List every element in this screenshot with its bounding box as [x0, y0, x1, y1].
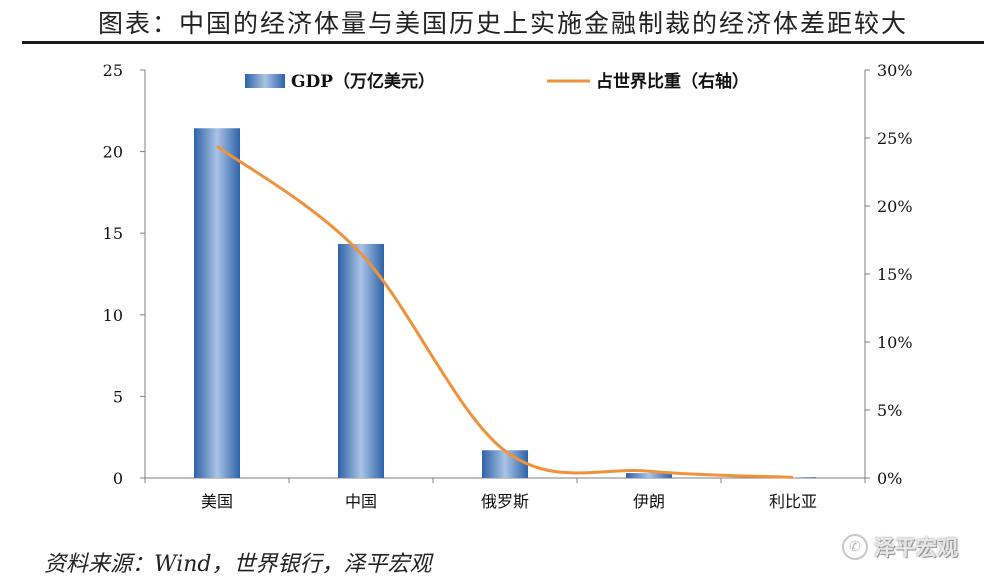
left-tick-label: 15 — [103, 224, 123, 243]
bar-series — [194, 128, 816, 478]
gdp-bar — [482, 450, 528, 478]
x-tick-label: 俄罗斯 — [481, 492, 529, 511]
legend-label-gdp: GDP（万亿美元） — [291, 71, 435, 92]
legend-swatch-bar — [245, 74, 285, 88]
gdp-chart: 0 5 10 15 20 25 0% 5% 10% 15% 20% 25% 30% 美国 中国 俄罗斯 伊朗 利比… — [103, 61, 913, 511]
x-tick-label: 利比亚 — [769, 492, 817, 511]
tick-labels: 0 5 10 15 20 25 0% 5% 10% 15% 20% 25% 30% 美国 中国 俄罗斯 伊朗 利比… — [103, 61, 913, 511]
left-tick-label: 5 — [113, 387, 123, 406]
gdp-bar — [770, 477, 816, 478]
x-tick-label: 伊朗 — [633, 492, 665, 511]
wechat-icon: ✆ — [842, 534, 868, 560]
left-tick-label: 25 — [103, 61, 123, 80]
left-tick-label: 10 — [103, 306, 123, 325]
x-tick-label: 中国 — [345, 492, 377, 511]
chart-legend: GDP（万亿美元） 占世界比重（右轴） — [245, 71, 749, 92]
gdp-bar — [626, 473, 672, 478]
chart-axes — [140, 69, 870, 483]
title-divider — [22, 41, 984, 44]
gdp-bar — [194, 128, 240, 478]
right-tick-label: 20% — [877, 197, 913, 216]
watermark: ✆ 泽平宏观 — [842, 532, 958, 562]
world-share-line — [216, 144, 794, 479]
right-tick-label: 25% — [877, 129, 913, 148]
left-tick-label: 20 — [103, 143, 123, 162]
x-tick-label: 美国 — [201, 492, 233, 511]
right-tick-label: 15% — [877, 265, 913, 284]
watermark-text: 泽平宏观 — [874, 536, 958, 560]
right-tick-label: 0% — [877, 469, 902, 488]
right-tick-label: 30% — [877, 61, 913, 80]
gdp-bar — [338, 243, 384, 478]
line-series — [216, 144, 794, 479]
left-tick-label: 0 — [113, 469, 123, 488]
right-tick-label: 10% — [877, 333, 913, 352]
page-title: 图表：中国的经济体量与美国历史上实施金融制裁的经济体差距较大 — [97, 9, 908, 38]
legend-label-share: 占世界比重（右轴） — [596, 71, 749, 92]
right-tick-label: 5% — [877, 401, 902, 420]
source-note: 资料来源：Wind，世界银行，泽平宏观 — [44, 552, 432, 577]
